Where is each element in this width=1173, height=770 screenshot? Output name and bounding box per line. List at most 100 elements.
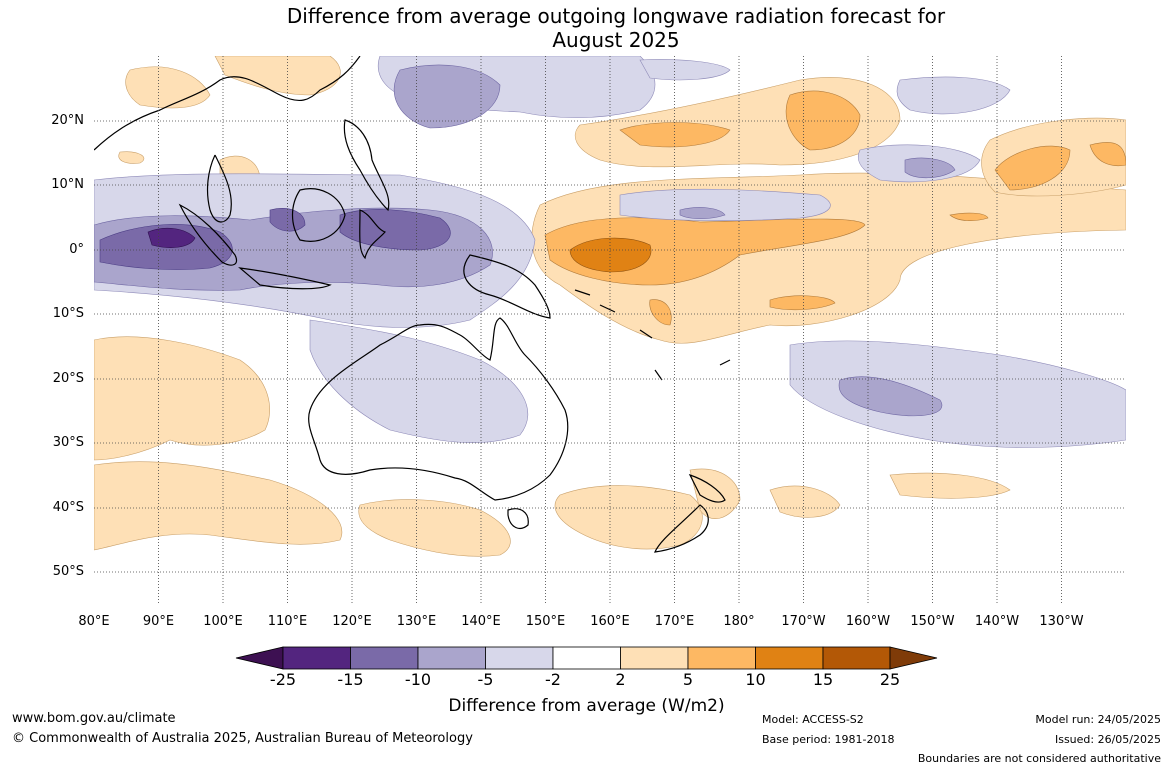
lon-label: 90°E	[142, 614, 175, 629]
lon-label: 170°W	[781, 614, 826, 629]
colorbar-tick-label: 15	[812, 670, 834, 689]
anomaly-region	[619, 122, 731, 148]
mainland-asia-coastline	[94, 56, 361, 223]
lon-label: 130°E	[396, 614, 437, 629]
borneo-coastline	[291, 188, 346, 242]
anomaly-region	[94, 336, 270, 461]
new-guinea-coastline	[463, 254, 551, 319]
lat-label: 20°S	[52, 371, 84, 386]
anomaly-region	[358, 499, 511, 557]
sumatra-coastline	[178, 203, 238, 266]
colorbar-segment	[822, 646, 891, 670]
footer-url[interactable]: www.bom.gov.au/climate	[12, 711, 176, 726]
colorbar-segment	[687, 646, 756, 670]
colorbar-tick-label: -15	[337, 670, 364, 689]
lon-label: 170°E	[654, 614, 695, 629]
colorbar-tick-label: -25	[269, 670, 297, 689]
anomaly-negative-extreme	[147, 227, 196, 248]
colorbar-segment	[282, 646, 351, 670]
lat-label: 50°S	[52, 564, 84, 579]
new-zealand-coastline	[654, 473, 726, 553]
colorbar-min-arrow	[235, 646, 284, 670]
lon-label: 100°E	[203, 614, 243, 629]
lon-label: 120°E	[332, 614, 372, 629]
map-plot-area	[94, 56, 1126, 603]
anomaly-region	[393, 64, 501, 129]
graticule	[94, 56, 1126, 603]
colorbar-tick-label: -10	[404, 670, 432, 689]
footer-model-run: Model run: 24/05/2025	[1035, 713, 1161, 726]
colorbar-segment	[417, 646, 486, 670]
lat-label: 30°S	[52, 435, 84, 450]
colorbar-title: Difference from average (W/m2)	[448, 696, 725, 716]
lat-label: 10°S	[52, 306, 84, 321]
lat-label: 10°N	[51, 177, 84, 192]
lon-label: 110°E	[267, 614, 308, 629]
java-coastline	[238, 267, 332, 290]
title-line-2: August 2025	[552, 28, 680, 52]
anomaly-region	[949, 212, 989, 221]
anomaly-region	[838, 376, 943, 417]
anomaly-region	[789, 340, 1126, 448]
colorbar-tick-label: 2	[615, 670, 626, 689]
footer-model: Model: ACCESS-S2	[762, 713, 864, 726]
anomaly-region	[118, 151, 145, 164]
colorbar-segment	[485, 646, 554, 670]
footer-copyright: © Commonwealth of Australia 2025, Austra…	[12, 731, 473, 746]
colorbar	[235, 646, 938, 670]
anomaly-region	[889, 472, 1011, 499]
coastlines	[94, 56, 731, 553]
anomaly-region	[1089, 142, 1126, 166]
lon-label: 140°E	[461, 614, 501, 629]
anomaly-region	[214, 56, 341, 96]
anomaly-region	[904, 157, 956, 179]
anomaly-region	[994, 145, 1071, 191]
map-title: Difference from average outgoing longwav…	[0, 4, 1173, 52]
anomaly-positive-strong	[569, 237, 652, 273]
anomaly-region	[569, 237, 652, 273]
anomaly-region	[679, 207, 726, 220]
anomaly-region	[896, 76, 1011, 115]
anomaly-region	[94, 461, 343, 551]
tasmania-coastline	[507, 508, 529, 529]
colorbar-segment	[350, 646, 419, 670]
anomaly-region	[619, 188, 831, 222]
sulawesi-coastline	[359, 209, 387, 260]
lon-label: 180°	[723, 614, 755, 629]
anomaly-region	[785, 90, 861, 151]
lon-label: 80°E	[78, 614, 110, 629]
anomaly-region	[147, 227, 196, 248]
australia-coastline	[308, 317, 569, 501]
colorbar-tick-label: 25	[879, 670, 901, 689]
footer-disclaimer: Boundaries are not considered authoritat…	[917, 752, 1161, 765]
colorbar-segment	[552, 646, 621, 670]
lon-label: 150°W	[910, 614, 955, 629]
colorbar-tick-label: -2	[545, 670, 561, 689]
lon-label: 140°W	[974, 614, 1020, 629]
footer-base-period: Base period: 1981-2018	[762, 733, 895, 746]
anomaly-region	[769, 485, 841, 518]
lon-label: 150°E	[525, 614, 566, 629]
colorbar-segment	[755, 646, 824, 670]
anomaly-region	[269, 208, 306, 232]
lat-label: 40°S	[52, 500, 84, 515]
anomaly-region	[769, 295, 836, 311]
lat-label: 20°N	[51, 113, 84, 128]
pacific-islands	[574, 289, 731, 381]
lat-label: 0°	[69, 242, 84, 257]
colorbar-tick-label: 10	[745, 670, 766, 689]
footer-issued: Issued: 26/05/2025	[1054, 733, 1161, 746]
anomaly-region	[309, 319, 529, 443]
colorbar-max-arrow	[889, 646, 938, 670]
lon-label: 160°E	[590, 614, 630, 629]
lon-label: 160°W	[845, 614, 891, 629]
anomaly-region	[639, 59, 731, 81]
colorbar-segment	[620, 646, 689, 670]
colorbar-tick-label: 5	[682, 670, 694, 689]
lon-label: 130°W	[1039, 614, 1084, 629]
philippines-coastline	[343, 119, 390, 212]
title-line-1: Difference from average outgoing longwav…	[286, 4, 946, 28]
anomaly-region	[649, 299, 672, 326]
colorbar-tick-label: -5	[477, 670, 494, 689]
